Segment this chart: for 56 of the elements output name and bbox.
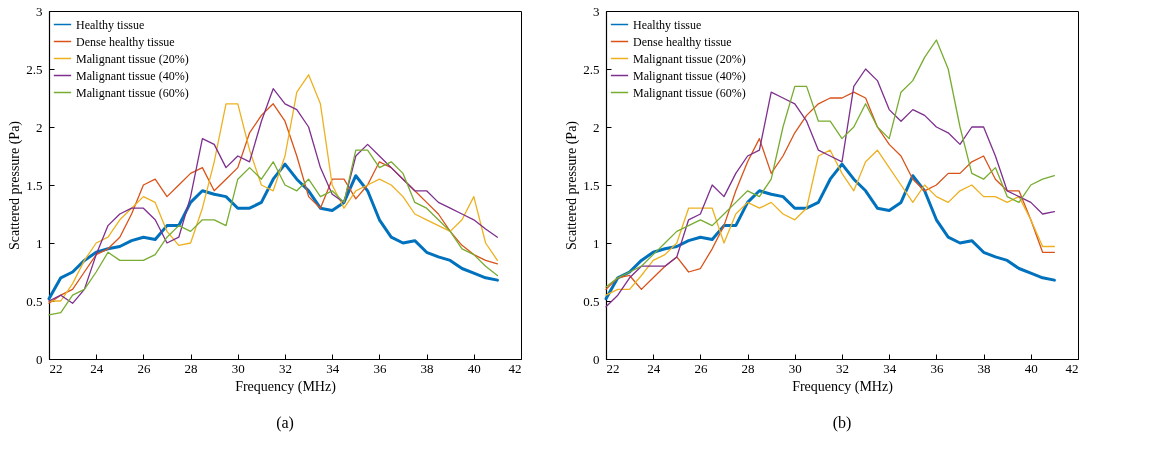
x-tick-label: 30 xyxy=(231,360,245,376)
legend-label: Healthy tissue xyxy=(76,17,145,32)
y-tick-label: 1.5 xyxy=(26,177,43,193)
x-tick-label: 36 xyxy=(373,360,387,376)
x-tick-label: 28 xyxy=(741,360,755,376)
line-series xyxy=(47,162,499,301)
y-tick-label: 1 xyxy=(36,235,43,251)
y-tick-label: 2 xyxy=(593,119,600,135)
x-tick-label: 40 xyxy=(1024,360,1038,376)
x-tick-label: 40 xyxy=(467,360,481,376)
y-tick-label: 2.5 xyxy=(583,61,600,77)
legend-label: Malignant tissue (60%) xyxy=(633,85,746,100)
x-tick-label: 26 xyxy=(694,360,708,376)
y-tick-label: 3 xyxy=(36,3,43,19)
x-axis-title: Frequency (MHz) xyxy=(792,378,894,395)
y-axis-title: Scattered pressure (Pa) xyxy=(7,120,24,251)
y-tick-label: 1 xyxy=(593,235,600,251)
x-tick-label: 32 xyxy=(279,360,292,376)
x-tick-label: 34 xyxy=(326,360,340,376)
x-tick-label: 34 xyxy=(883,360,897,376)
y-tick-label: 2 xyxy=(36,119,43,135)
legend-label: Dense healthy tissue xyxy=(633,34,732,49)
y-axis-title: Scattered pressure (Pa) xyxy=(564,120,581,251)
y-tick-label: 2.5 xyxy=(26,61,43,77)
legend-label: Malignant tissue (60%) xyxy=(76,85,189,100)
x-tick-label: 32 xyxy=(836,360,849,376)
x-tick-label: 36 xyxy=(930,360,944,376)
legend-label: Malignant tissue (40%) xyxy=(633,68,746,83)
x-tick-label: 38 xyxy=(420,360,434,376)
y-tick-label: 0.5 xyxy=(26,293,43,309)
legend-label: Malignant tissue (40%) xyxy=(76,68,189,83)
legend-label: Dense healthy tissue xyxy=(76,34,175,49)
x-tick-label: 28 xyxy=(184,360,198,376)
legend-label: Malignant tissue (20%) xyxy=(76,51,189,66)
x-tick-label: 42 xyxy=(1065,360,1079,376)
x-tick-label: 30 xyxy=(788,360,802,376)
x-axis-title: Frequency (MHz) xyxy=(235,378,337,395)
x-tick-label: 22 xyxy=(606,360,620,376)
line-series xyxy=(48,149,499,316)
y-tick-label: 0.5 xyxy=(583,293,600,309)
line-series xyxy=(605,68,1056,308)
x-tick-label: 24 xyxy=(90,360,104,376)
legend-label: Healthy tissue xyxy=(633,17,702,32)
line-series xyxy=(605,39,1056,288)
x-tick-label: 26 xyxy=(137,360,151,376)
x-tick-label: 22 xyxy=(49,360,63,376)
text: (b) xyxy=(832,414,852,432)
text: (a) xyxy=(276,414,294,432)
y-tick-label: 0 xyxy=(593,351,600,367)
y-tick-label: 0 xyxy=(36,351,43,367)
legend-label: Malignant tissue (20%) xyxy=(633,51,746,66)
x-tick-label: 38 xyxy=(977,360,991,376)
x-tick-label: 24 xyxy=(647,360,661,376)
y-tick-label: 1.5 xyxy=(583,177,600,193)
y-tick-label: 3 xyxy=(593,3,600,19)
x-tick-label: 42 xyxy=(508,360,522,376)
